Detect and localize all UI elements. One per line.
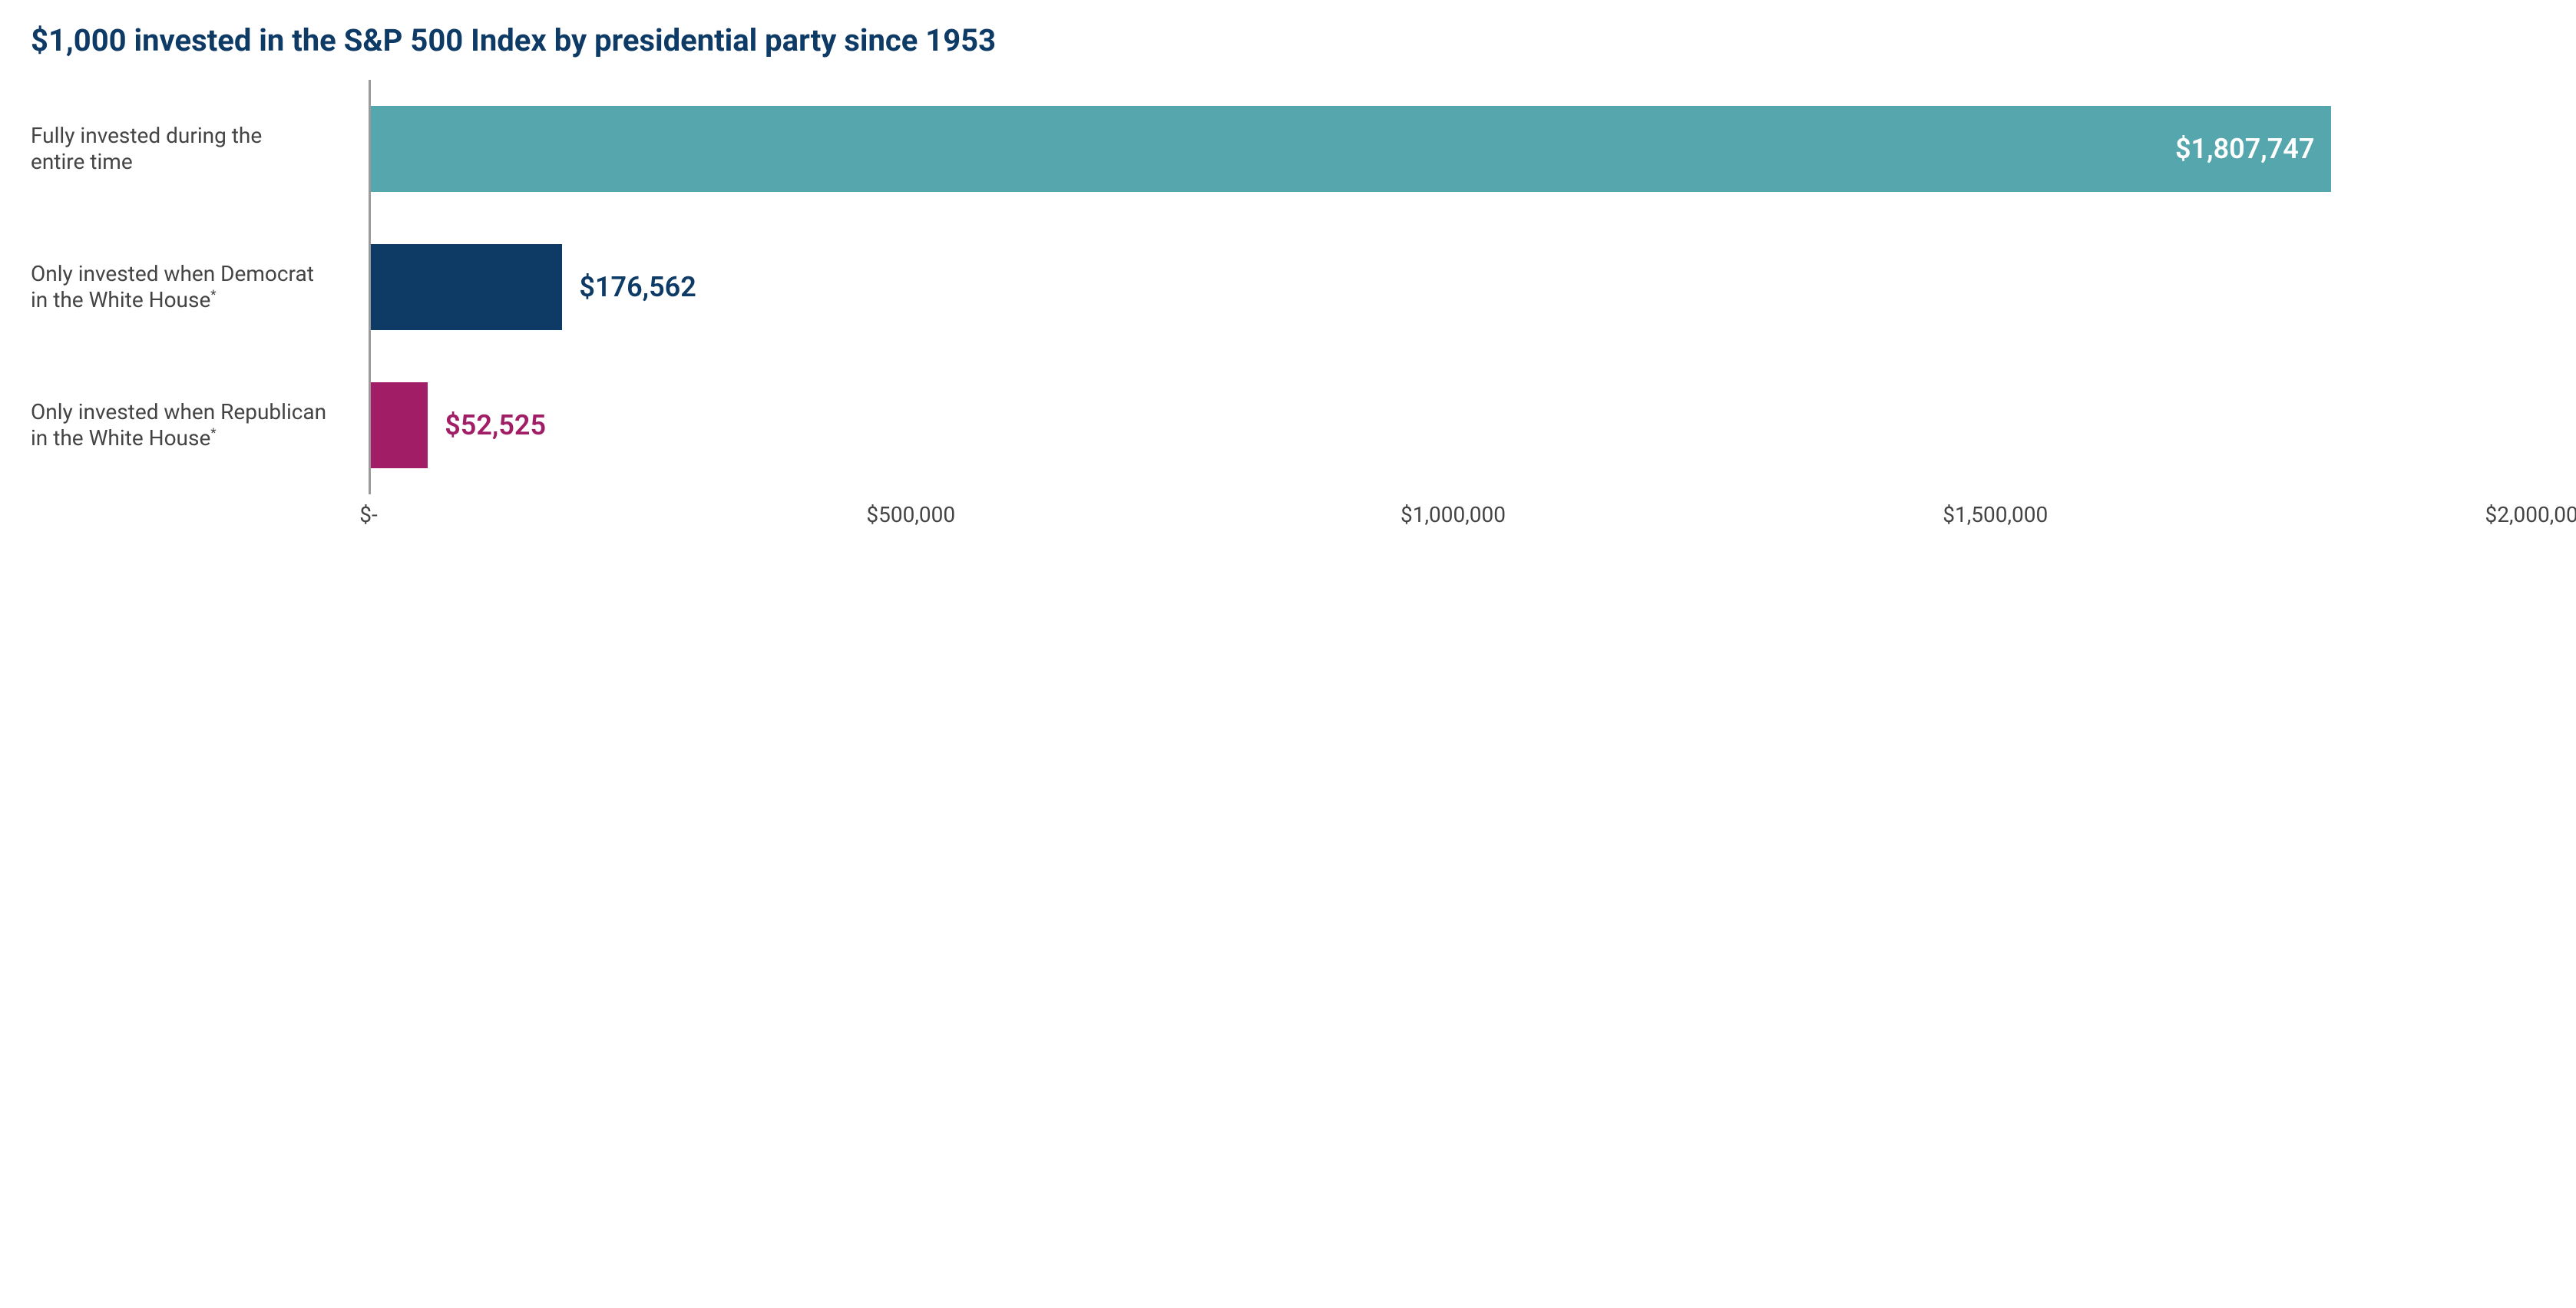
bar-value-label: $52,525: [445, 409, 546, 441]
category-label: Fully invested during theentire time: [31, 106, 369, 192]
bar-value-label: $176,562: [579, 271, 696, 303]
category-label: Only invested when Democratin the White …: [31, 244, 369, 330]
plot-row: Fully invested during theentire time Only…: [31, 80, 2545, 533]
x-axis: $-$500,000$1,000,000$1,500,000$2,000,000: [369, 502, 2538, 533]
x-axis-tick: $1,000,000: [1400, 502, 1506, 527]
category-label: Only invested when Republicanin the Whit…: [31, 382, 369, 468]
plot-column: $1,807,747$176,562$52,525 $-$500,000$1,0…: [369, 80, 2545, 533]
bar: [371, 382, 428, 468]
chart-title: $1,000 invested in the S&P 500 Index by …: [31, 23, 2545, 58]
bar-row: $52,525: [371, 382, 2540, 468]
bar: $1,807,747: [371, 106, 2331, 192]
category-label-column: Fully invested during theentire time Only…: [31, 80, 369, 494]
chart-container: $1,000 invested in the S&P 500 Index by …: [0, 0, 2576, 548]
x-axis-tick: $500,000: [866, 502, 955, 527]
plot-area: $1,807,747 $176,562 $52,525: [369, 80, 2540, 494]
asterisk-icon: *: [210, 426, 216, 441]
bar-row: $1,807,747: [371, 106, 2540, 192]
bar-value-label: $1,807,747: [2175, 133, 2314, 165]
bar-row: $176,562: [371, 244, 2540, 330]
bar: [371, 244, 562, 330]
x-axis-tick: $1,500,000: [1943, 502, 2048, 527]
x-axis-tick: $-: [359, 502, 377, 527]
x-axis-tick: $2,000,000: [2485, 502, 2576, 527]
asterisk-icon: *: [210, 288, 216, 303]
bars-container: $1,807,747 $176,562 $52,525: [371, 80, 2540, 494]
